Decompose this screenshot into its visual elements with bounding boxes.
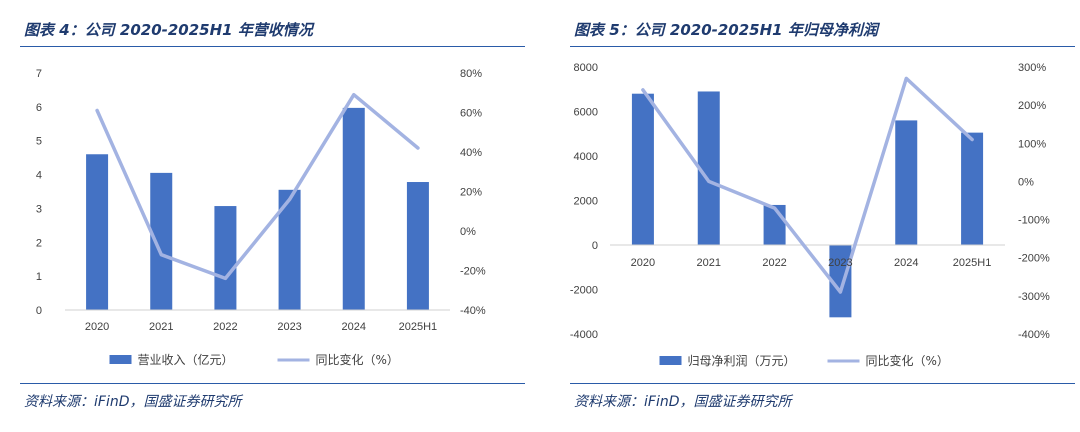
y-right-tick-label: 80%: [460, 68, 482, 80]
bar-2023: [278, 189, 301, 310]
x-tick-label: 2020: [631, 257, 655, 269]
y-right-tick-label: 20%: [460, 187, 482, 199]
y-right-tick-label: -40%: [460, 305, 486, 317]
legend-bar-swatch: [109, 355, 132, 364]
y-left-tick-label: -2000: [570, 285, 598, 297]
y-left-tick-label: -4000: [570, 329, 598, 341]
x-tick-label: 2021: [149, 321, 173, 333]
x-tick-label: 2024: [342, 321, 366, 333]
y-left-tick-label: 2000: [574, 196, 598, 208]
y-left-tick-label: 4: [36, 170, 42, 182]
y-left-tick-label: 7: [36, 68, 42, 80]
y-right-tick-label: 60%: [460, 108, 482, 120]
bar-2021: [697, 91, 720, 245]
y-right-tick-label: -300%: [1018, 291, 1050, 303]
x-tick-label: 2021: [697, 257, 721, 269]
x-tick-label: 2025H1: [953, 257, 992, 269]
yoy-point-2021: [159, 253, 163, 257]
yoy-point-2020: [95, 109, 99, 113]
revenue-chart: 0 1 2 3 4 5 6 7 -40% -20% 0% 20% 40% 60% 80% 2020 2021 20…: [36, 68, 486, 367]
y-right-tick-label: 0%: [460, 226, 476, 238]
y-right-tick-label: 40%: [460, 147, 482, 159]
title-rule: [570, 46, 1075, 47]
y-left-tick-label: 6: [36, 102, 42, 114]
yoy-point-2024: [904, 76, 908, 80]
yoy-point-2022: [223, 276, 227, 280]
x-tick-label: 2020: [85, 321, 109, 333]
x-tick-label: 2024: [894, 257, 918, 269]
source-note: 资料来源：iFinD，国盛证券研究所: [574, 394, 792, 410]
legend-line-label: 同比变化（%）: [866, 353, 949, 368]
y-right-tick-label: -100%: [1018, 215, 1050, 227]
source-rule: [570, 383, 1075, 384]
source-note: 资料来源：iFinD，国盛证券研究所: [24, 394, 242, 410]
y-left-tick-label: 5: [36, 136, 42, 148]
figure-title: 图表 5：公司 2020-2025H1 年归母净利润: [574, 21, 878, 39]
legend-line-label: 同比变化（%）: [316, 352, 399, 367]
yoy-point-2024: [352, 93, 356, 97]
figure-panel-revenue: 图表 4：公司 2020-2025H1 年营收情况 0 1 2 3 4 5 6 7 -40% -2…: [0, 0, 530, 432]
yoy-point-2022: [773, 206, 777, 210]
y-right-tick-label: -20%: [460, 266, 486, 278]
x-tick-label: 2023: [828, 257, 852, 269]
y-left-tick-label: 6000: [574, 107, 598, 119]
bar-2021: [150, 172, 173, 310]
x-tick-label: 2022: [762, 257, 786, 269]
y-left-tick-label: 3: [36, 203, 42, 215]
bar-2022: [763, 204, 786, 245]
bar-2022: [214, 206, 237, 310]
yoy-point-2025H1: [970, 137, 974, 141]
yoy-change-line: [95, 92, 420, 281]
yoy-point-2025H1: [416, 146, 420, 150]
bar-2020: [86, 154, 109, 310]
y-left-tick-label: 4000: [574, 151, 598, 163]
yoy-point-2021: [707, 179, 711, 183]
y-right-tick-label: -200%: [1018, 253, 1050, 265]
figure-panel-net-profit: 图表 5：公司 2020-2025H1 年归母净利润 -4000 -2000 0 20…: [550, 0, 1080, 432]
x-tick-label: 2025H1: [399, 321, 438, 333]
y-left-tick-label: 0: [592, 240, 598, 252]
y-right-tick-label: -400%: [1018, 329, 1050, 341]
y-left-tick-label: 0: [36, 305, 42, 317]
legend-bar-label: 营业收入（亿元）: [138, 352, 234, 367]
bar-2024: [342, 107, 365, 310]
figure-title: 图表 4：公司 2020-2025H1 年营收情况: [24, 21, 313, 39]
source-rule: [20, 383, 525, 384]
y-right-tick-label: 300%: [1018, 62, 1046, 74]
yoy-point-2023: [838, 290, 842, 294]
bar-2025H1: [961, 132, 984, 245]
y-left-tick-label: 2: [36, 237, 42, 249]
bar-2025H1: [406, 182, 429, 310]
y-right-tick-label: 200%: [1018, 100, 1046, 112]
legend-bar-swatch: [659, 356, 682, 365]
bar-2024: [895, 120, 918, 245]
x-tick-label: 2023: [277, 321, 301, 333]
y-left-tick-label: 8000: [574, 62, 598, 74]
yoy-point-2020: [641, 88, 645, 92]
x-tick-label: 2022: [213, 321, 237, 333]
yoy-point-2023: [288, 197, 292, 201]
bar-2023: [829, 245, 852, 318]
title-rule: [20, 46, 525, 47]
legend-bar-label: 归母净利润（万元）: [688, 354, 796, 368]
yoy-change-line: [641, 76, 974, 294]
y-right-tick-label: 0%: [1018, 176, 1034, 188]
bar-2020: [631, 93, 654, 245]
net-profit-chart: -4000 -2000 0 2000 4000 6000 8000 -400% -300% -20…: [570, 62, 1050, 368]
y-right-tick-label: 100%: [1018, 138, 1046, 150]
y-left-tick-label: 1: [36, 271, 42, 283]
